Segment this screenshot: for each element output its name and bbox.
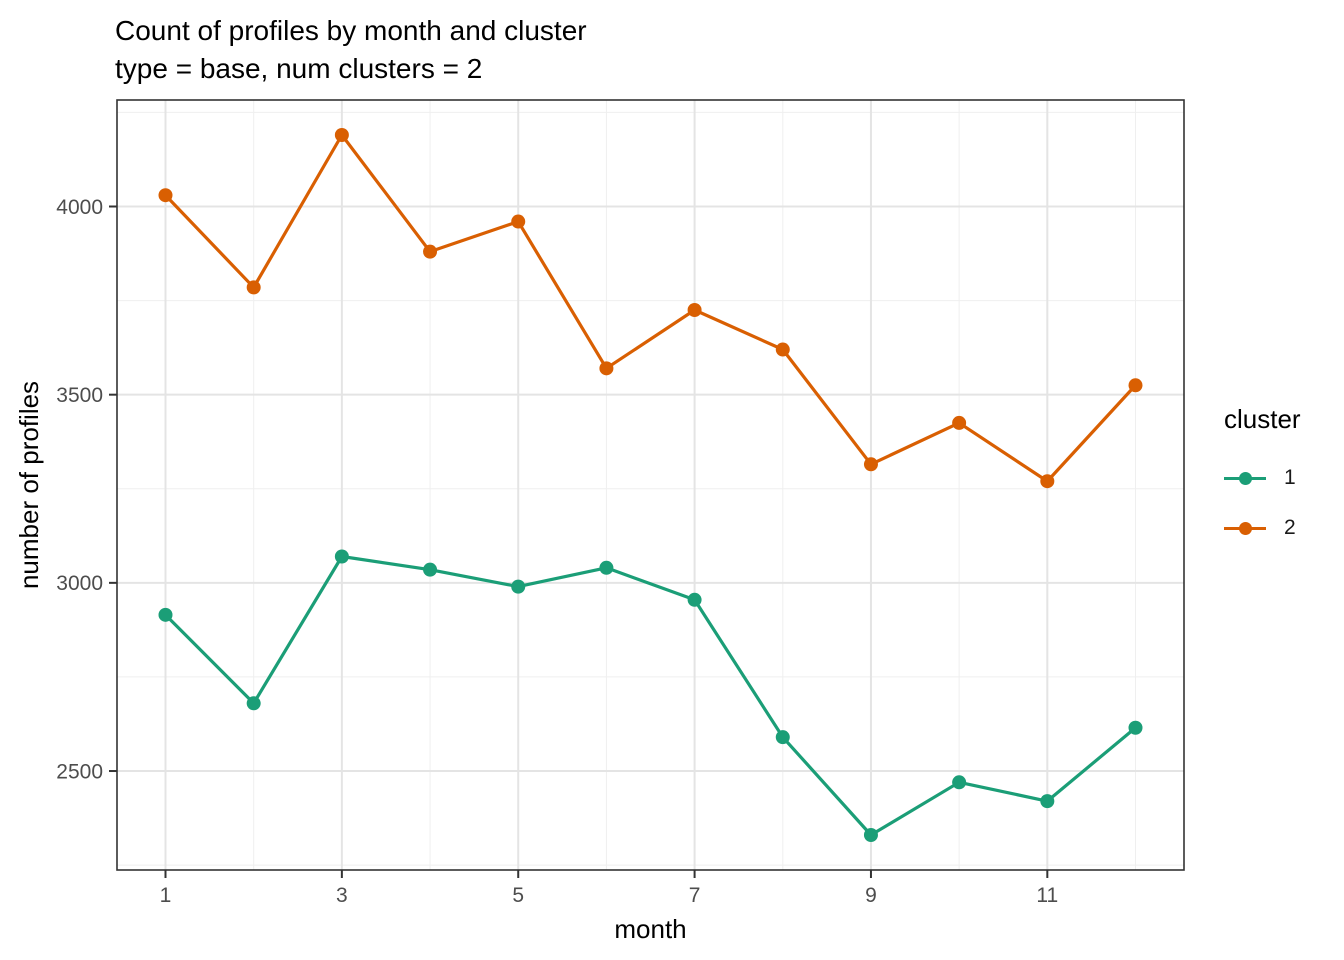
x-tick-label-5: 5	[512, 884, 524, 907]
x-tick-label-11: 11	[1036, 884, 1058, 907]
data-point-cluster-1-month-9	[863, 828, 878, 842]
axis-titles: month number of profiles	[14, 381, 687, 944]
data-point-cluster-2-month-2	[246, 280, 261, 295]
gridlines-major	[117, 100, 1184, 870]
data-point-cluster-2-month-9	[863, 457, 878, 472]
x-tick-label-9: 9	[865, 884, 877, 907]
gridlines-minor	[117, 100, 1184, 870]
y-tick-label-3500: 3500	[56, 384, 103, 407]
legend-key-dot	[1238, 521, 1252, 535]
x-axis-title: month	[614, 914, 686, 944]
data-point-cluster-1-month-6	[599, 560, 614, 575]
data-point-cluster-2-month-11	[1040, 474, 1055, 489]
data-point-cluster-2-month-4	[423, 244, 438, 259]
legend-entry-label: 1	[1284, 466, 1296, 489]
series-layer	[158, 128, 1143, 842]
data-point-cluster-1-month-1	[158, 607, 173, 622]
chart-title: Count of profiles by month and cluster	[115, 15, 587, 46]
data-point-cluster-1-month-8	[775, 730, 790, 745]
legend-key-dot	[1238, 471, 1252, 485]
series-line-cluster-1	[163, 554, 1138, 837]
y-tick-label-3000: 3000	[56, 572, 103, 595]
data-point-cluster-2-month-12	[1128, 378, 1143, 393]
y-tick-label-2500: 2500	[56, 760, 103, 783]
data-point-cluster-1-month-3	[334, 549, 349, 564]
data-point-cluster-1-month-5	[511, 579, 526, 594]
axis-ticks	[109, 205, 1049, 878]
y-tick-label-4000: 4000	[56, 196, 103, 219]
legend-entry-label: 2	[1284, 516, 1296, 539]
axis-tick-labels: 1 3 5 7 9 11 2500 3000 3500 4000	[56, 196, 1058, 907]
data-point-cluster-2-month-3	[334, 128, 349, 142]
data-point-cluster-2-month-7	[687, 303, 702, 317]
legend-title: cluster	[1224, 404, 1301, 434]
y-axis-title: number of profiles	[14, 381, 44, 589]
data-point-cluster-1-month-11	[1040, 794, 1055, 809]
data-point-cluster-2-month-8	[775, 342, 790, 357]
data-point-cluster-1-month-7	[687, 592, 702, 607]
legend-key-icon	[1224, 515, 1266, 541]
chart-subtitle: type = base, num clusters = 2	[115, 53, 483, 84]
data-point-cluster-2-month-1	[158, 188, 173, 203]
data-point-cluster-1-month-4	[423, 562, 438, 577]
legend-key-icon	[1224, 465, 1266, 491]
x-tick-label-3: 3	[336, 884, 348, 907]
data-point-cluster-2-month-10	[952, 415, 967, 430]
data-point-cluster-1-month-10	[952, 775, 967, 790]
panel-border	[116, 99, 1185, 871]
legend-entry-cluster-1: 1	[1224, 465, 1301, 491]
panel-border-rect	[116, 99, 1185, 871]
legend-entry-cluster-2: 2	[1224, 515, 1301, 541]
x-tick-label-1: 1	[160, 884, 172, 907]
series-line-cluster-2	[163, 133, 1138, 483]
data-point-cluster-2-month-6	[599, 361, 614, 376]
x-tick-label-7: 7	[689, 884, 701, 907]
data-point-cluster-2-month-5	[511, 214, 526, 229]
data-point-cluster-1-month-12	[1128, 720, 1143, 735]
data-point-cluster-1-month-2	[246, 696, 261, 711]
